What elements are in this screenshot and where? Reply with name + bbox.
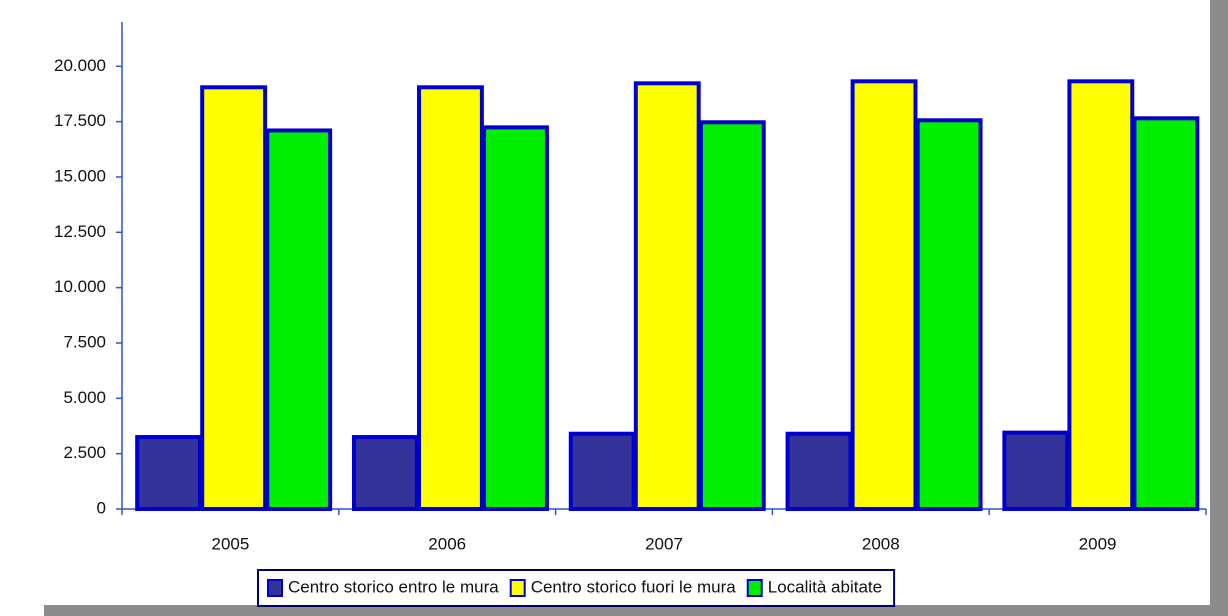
y-tick-label: 12.500 xyxy=(54,222,106,241)
frame-shadow xyxy=(1210,0,1228,616)
y-tick-label: 2.500 xyxy=(63,443,106,462)
bar xyxy=(785,431,853,511)
bar xyxy=(850,79,918,512)
bar xyxy=(135,435,203,512)
legend-label: Centro storico fuori le mura xyxy=(531,577,737,596)
x-tick-label: 2009 xyxy=(1079,534,1117,553)
legend xyxy=(257,569,896,607)
legend-marker xyxy=(267,579,283,597)
bar xyxy=(1132,116,1200,511)
bar xyxy=(265,128,333,512)
x-tick-label: 2006 xyxy=(428,534,466,553)
x-tick-label: 2007 xyxy=(645,534,683,553)
legend-marker xyxy=(509,579,526,597)
bar xyxy=(1067,79,1135,512)
y-tick-label: 17.500 xyxy=(54,111,106,130)
legend-label: Centro storico entro le mura xyxy=(288,577,499,596)
bar xyxy=(915,118,983,511)
bar xyxy=(1002,430,1070,511)
y-tick-label: 0 xyxy=(97,498,106,517)
bar xyxy=(351,435,419,512)
y-tick-label: 10.000 xyxy=(54,277,106,296)
frame-shadow xyxy=(44,605,1228,616)
bar xyxy=(417,85,484,511)
legend-marker xyxy=(746,579,763,597)
x-tick-label: 2008 xyxy=(862,534,900,553)
bar xyxy=(698,120,766,511)
bar xyxy=(568,431,636,511)
x-tick-label: 2005 xyxy=(211,534,249,553)
y-tick-label: 5.000 xyxy=(63,388,106,407)
legend-label: Località abitate xyxy=(768,577,882,596)
bar xyxy=(482,125,549,512)
y-tick-label: 20.000 xyxy=(54,56,106,75)
y-tick-label: 7.500 xyxy=(63,332,106,351)
bar xyxy=(200,85,268,511)
bar xyxy=(633,81,701,512)
y-tick-label: 15.000 xyxy=(54,166,106,185)
